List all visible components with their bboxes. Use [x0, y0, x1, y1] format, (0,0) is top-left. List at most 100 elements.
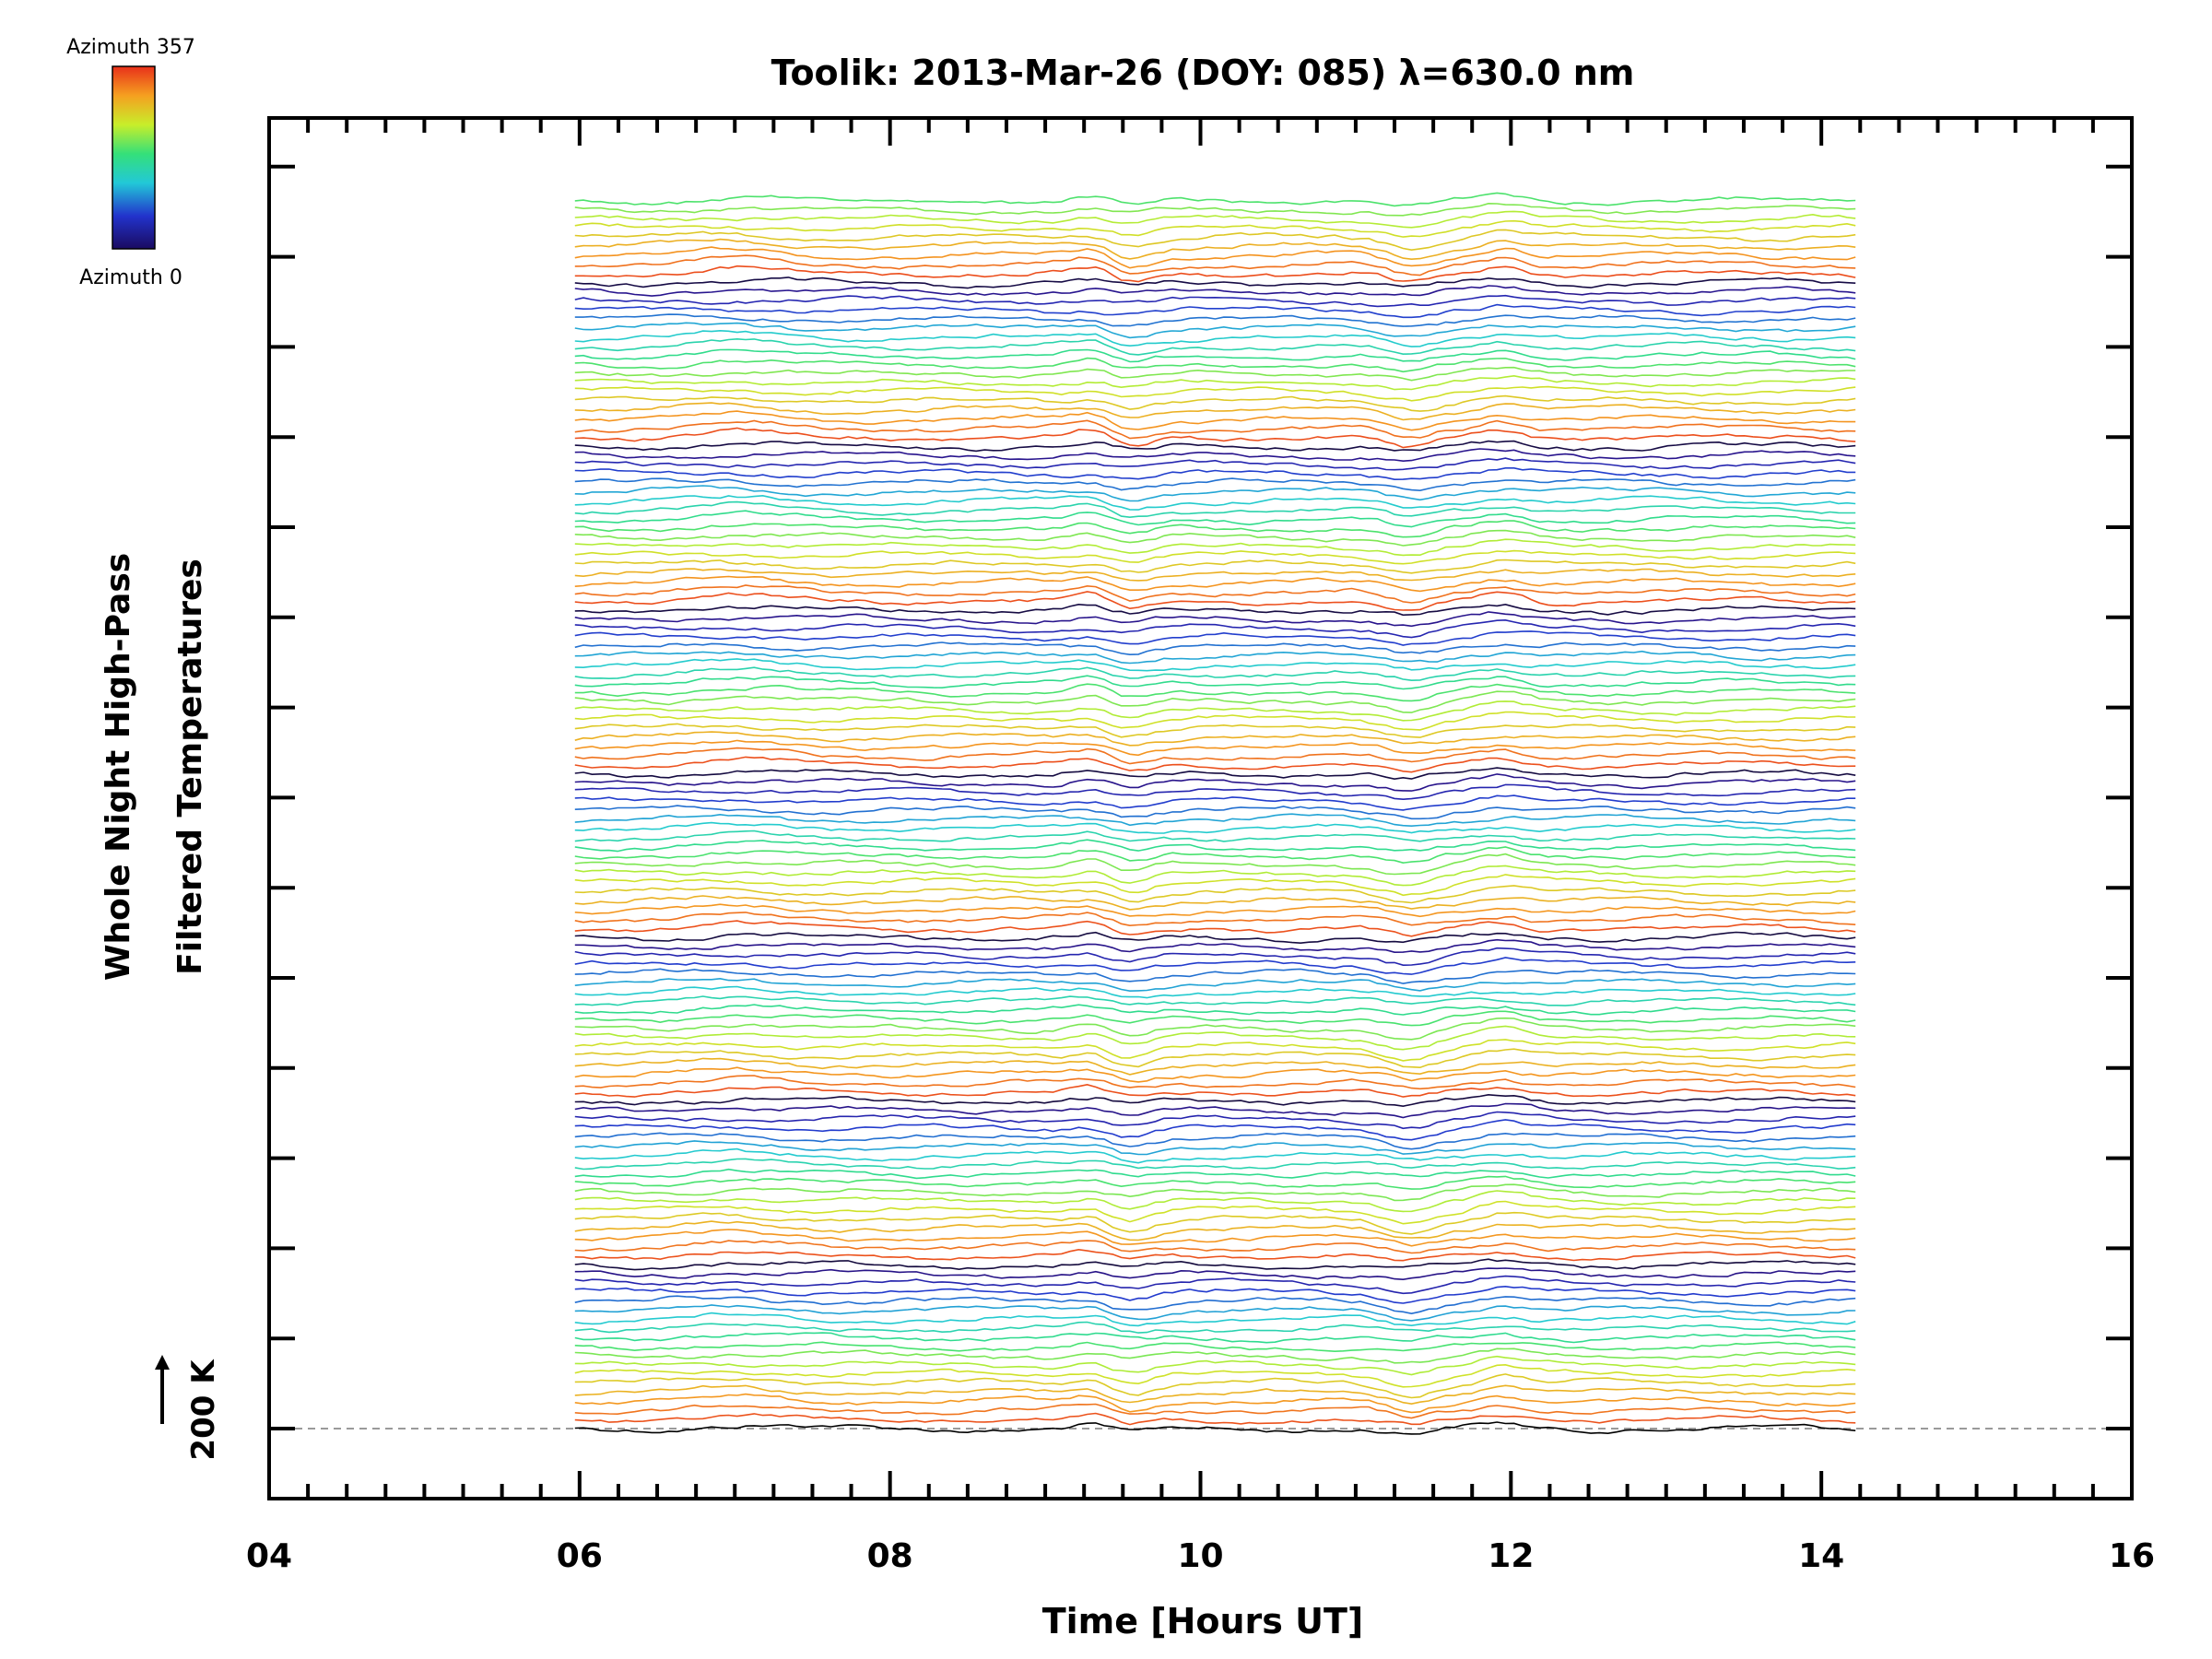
colorbar-top-label: Azimuth 357 — [66, 36, 195, 59]
temperature-trace — [574, 1183, 1856, 1202]
temperature-trace — [574, 650, 1856, 665]
temperature-trace — [574, 968, 1856, 984]
temperature-trace — [574, 1075, 1856, 1090]
temperature-trace — [574, 520, 1856, 538]
x-tick-label: 06 — [557, 1537, 603, 1575]
temperature-trace — [574, 549, 1856, 565]
temperature-trace — [574, 865, 1856, 887]
temperature-trace — [574, 568, 1856, 582]
temperature-trace — [574, 254, 1856, 276]
temperature-trace — [574, 1220, 1856, 1241]
temperature-trace — [574, 394, 1856, 412]
temperature-trace — [574, 805, 1856, 820]
temperature-trace — [574, 1093, 1856, 1108]
temperature-trace — [574, 329, 1856, 347]
temperature-trace — [574, 603, 1856, 617]
temperature-trace — [574, 1258, 1856, 1271]
temperature-trace — [574, 1168, 1856, 1180]
temperature-trace — [574, 747, 1856, 765]
temperature-trace — [574, 265, 1856, 283]
temperature-trace — [574, 830, 1856, 842]
temperature-trace — [574, 322, 1856, 339]
temperature-trace — [574, 700, 1856, 722]
traces-group — [574, 192, 1856, 1435]
y-axis-ticks — [269, 164, 2132, 1430]
temperature-trace — [574, 374, 1856, 391]
temperature-trace — [574, 1332, 1856, 1344]
temperature-trace — [574, 885, 1856, 904]
temperature-trace — [574, 846, 1856, 865]
temperature-trace — [574, 641, 1856, 656]
temperature-trace — [574, 773, 1856, 792]
temperature-trace — [574, 210, 1856, 229]
x-tick-labels: 04 06 08 10 12 14 16 — [246, 1537, 2155, 1575]
temperature-trace — [574, 1147, 1856, 1164]
temperature-trace — [574, 510, 1856, 528]
temperature-trace — [574, 1175, 1856, 1190]
temperature-trace — [574, 1355, 1856, 1376]
temperature-trace — [574, 611, 1856, 628]
temperature-trace — [574, 494, 1856, 511]
temperature-trace — [574, 1211, 1856, 1235]
temperature-trace — [574, 739, 1856, 757]
temperature-trace — [574, 767, 1856, 781]
x-tick-label: 12 — [1488, 1537, 1534, 1575]
temperature-trace — [574, 440, 1856, 453]
temperature-trace — [574, 538, 1856, 557]
temperature-trace — [574, 1384, 1856, 1406]
temperature-trace — [574, 402, 1856, 421]
x-tick-label: 16 — [2109, 1537, 2155, 1575]
temperature-trace — [574, 874, 1856, 897]
colorbar — [112, 65, 156, 250]
y-axis-label-line1: Whole Night High-Pass — [100, 553, 137, 981]
temperature-trace — [574, 920, 1856, 937]
temperature-trace — [574, 1275, 1856, 1295]
temperature-trace — [574, 1158, 1856, 1171]
temperature-trace — [574, 529, 1856, 547]
temperature-trace — [574, 584, 1856, 604]
x-tick-label: 08 — [867, 1537, 913, 1575]
temperature-trace — [574, 1132, 1856, 1150]
temperature-trace — [574, 246, 1856, 269]
temperature-trace — [574, 313, 1856, 327]
temperature-trace — [574, 419, 1856, 440]
temperature-trace — [574, 448, 1856, 463]
temperature-trace — [574, 1403, 1856, 1419]
temperature-trace — [574, 1111, 1856, 1130]
temperature-trace — [574, 839, 1856, 853]
temperature-trace — [574, 410, 1856, 431]
temperature-trace — [574, 1347, 1856, 1364]
temperature-trace — [574, 683, 1856, 702]
temperature-trace — [574, 285, 1856, 297]
temperature-trace — [574, 276, 1856, 289]
temperature-trace — [574, 337, 1856, 356]
temperature-trace — [574, 238, 1856, 261]
temperature-trace — [574, 1039, 1856, 1062]
y-axis-label-line2: Filtered Temperatures — [171, 559, 209, 975]
temperature-trace — [574, 348, 1856, 363]
temperature-trace — [574, 1140, 1856, 1156]
temperature-trace — [574, 559, 1856, 574]
temperature-trace — [574, 938, 1856, 954]
temperature-trace — [574, 995, 1856, 1006]
temperature-trace — [574, 1412, 1856, 1426]
temperature-trace — [574, 477, 1856, 492]
temperature-trace — [574, 1017, 1856, 1041]
temperature-trace — [574, 1240, 1856, 1254]
temperature-trace — [574, 1066, 1856, 1083]
temperature-trace — [574, 303, 1856, 319]
temperature-trace — [574, 1285, 1856, 1304]
temperature-trace — [574, 457, 1856, 471]
temperature-trace — [574, 1248, 1856, 1262]
temperature-trace — [574, 1102, 1856, 1119]
scale-bar — [155, 1355, 170, 1424]
temperature-trace — [574, 1010, 1856, 1027]
temperature-trace — [574, 591, 1856, 611]
temperature-trace — [574, 1229, 1856, 1247]
temperature-trace — [574, 500, 1856, 519]
temperature-trace — [574, 1057, 1856, 1076]
temperature-trace — [574, 366, 1856, 382]
temperature-trace — [574, 947, 1856, 967]
temperature-trace — [574, 912, 1856, 927]
temperature-trace — [574, 783, 1856, 801]
